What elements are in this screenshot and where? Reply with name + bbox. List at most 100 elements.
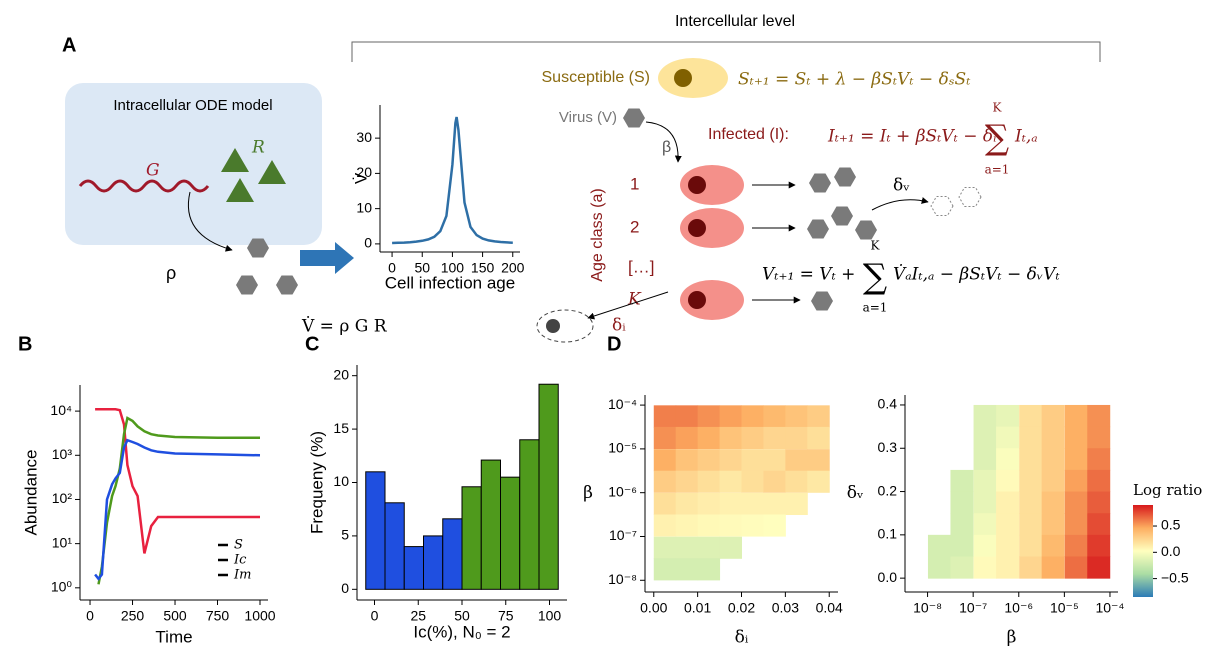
legend-label: S — [234, 538, 243, 553]
heat-cell — [741, 470, 764, 493]
y-tick-label: 10⁻⁷ — [609, 527, 637, 543]
infected-label: Infected (I): — [708, 126, 789, 143]
y-axis-label: V̇ — [351, 172, 370, 184]
x-tick-label: 0.03 — [772, 600, 799, 616]
y-tick-label: 10⁻⁸ — [608, 571, 637, 587]
heat-cell — [996, 556, 1020, 579]
heat-cell — [807, 426, 830, 450]
heat-cell — [1064, 513, 1088, 536]
heat-cell — [675, 558, 699, 581]
sum: ∑ — [863, 257, 887, 297]
heat-cell — [653, 426, 677, 450]
y-tick-label: 0 — [341, 580, 349, 596]
heat-cell — [675, 405, 699, 428]
x-tick-label: 10⁻⁷ — [959, 600, 987, 616]
heat-cell — [973, 448, 997, 471]
heat-cell — [675, 514, 699, 537]
y-tick-label: 0.3 — [878, 439, 898, 455]
heat-cell — [1087, 448, 1111, 471]
heat-cell — [1087, 534, 1111, 557]
y-axis-label: β — [583, 483, 593, 503]
susceptible-label: Susceptible (S) — [542, 69, 651, 86]
sum-upper: K — [871, 239, 881, 253]
x-tick-label: 0 — [388, 260, 396, 276]
heat-cell — [653, 405, 677, 428]
y-tick-label: 10⁴ — [50, 402, 72, 418]
line — [97, 416, 260, 585]
y-tick-label: 10⁰ — [51, 579, 73, 595]
heat-cell — [697, 405, 721, 428]
heat-cell — [950, 513, 974, 536]
heat-cell — [741, 449, 764, 472]
x-tick-label: 750 — [206, 608, 230, 624]
heat-cell — [950, 491, 974, 514]
chart: 0 250 500 750 1000 10⁰ 10¹ 10² 10³ 10⁴ Time Abundan… — [18, 333, 276, 646]
bar — [442, 518, 463, 590]
y-tick-label: 0.2 — [878, 482, 898, 498]
gene — [78, 179, 210, 193]
heat-cell — [719, 492, 742, 516]
heat-cell — [763, 492, 786, 516]
x-tick-label: 150 — [471, 260, 495, 276]
heat-cell — [675, 426, 699, 450]
heat-cell — [653, 514, 677, 537]
y-tick-label: 0 — [364, 235, 372, 251]
x-tick-label: 250 — [121, 608, 145, 624]
x-tick-label: 10⁻⁸ — [913, 600, 942, 616]
heat-cell — [950, 534, 974, 557]
heat-cell — [996, 448, 1020, 471]
bracket — [351, 41, 1101, 62]
sum-term: Iₜ,ₐ — [1014, 127, 1038, 147]
rna — [221, 148, 286, 202]
age-class-label: Age class (a) — [589, 188, 606, 281]
line — [392, 116, 513, 245]
x-tick-label: 25 — [410, 608, 426, 624]
x-tick-label: 100 — [441, 260, 465, 276]
panel-label: C — [305, 333, 319, 355]
bar — [519, 439, 540, 590]
infected-cells — [680, 165, 744, 320]
heat-cell — [719, 426, 742, 450]
heat-cell — [996, 513, 1020, 536]
heat-cell — [1064, 448, 1088, 471]
bar — [461, 486, 482, 590]
heat-cell — [653, 558, 677, 581]
sum-lower: a=1 — [863, 301, 888, 315]
heat-cell — [1041, 426, 1065, 449]
heat-cell — [653, 470, 677, 493]
bar — [403, 546, 424, 590]
heat-cell — [1087, 469, 1111, 493]
heat-cell — [1087, 513, 1111, 536]
heat-cell — [697, 514, 721, 537]
x-tick-label: 0.00 — [640, 600, 667, 616]
big-arrow — [300, 242, 354, 274]
heat-cell — [763, 449, 786, 472]
y-tick-label: 10⁻⁶ — [608, 483, 637, 499]
heat-cell — [1041, 513, 1065, 536]
age: K — [627, 290, 642, 310]
y-tick-label: 10⁻⁴ — [608, 396, 637, 412]
colorbar-tick-label: 0.5 — [1161, 517, 1181, 533]
bar — [365, 471, 386, 590]
heat-cell — [697, 558, 721, 581]
heat-cell — [675, 449, 699, 472]
heat-cell — [807, 449, 830, 472]
y-axis-label: δᵥ — [847, 483, 864, 503]
line — [94, 438, 261, 581]
chart: 0.00 0.01 0.02 0.03 0.04 10⁻⁸ 10⁻⁷ 10⁻⁶ 10⁻⁵ 10⁻⁴… — [583, 333, 843, 647]
heat-cell — [1019, 491, 1043, 514]
legend-label: Ic — [233, 553, 247, 568]
colorbar-label: Log ratio — [1133, 481, 1202, 499]
heat-cell — [785, 405, 808, 428]
y-tick-label: 20 — [333, 366, 349, 382]
heat-cell — [741, 492, 764, 516]
x-tick-label: 0.01 — [684, 600, 711, 616]
heat-cell — [1041, 469, 1065, 493]
s-equation: Sₜ₊₁ = Sₜ + λ − βSₜVₜ − δₛSₜ — [738, 70, 971, 90]
colorbar-tick-label: 0.0 — [1161, 543, 1181, 559]
heat-cell — [1019, 534, 1043, 557]
heat-cell — [927, 534, 951, 557]
bar — [500, 476, 521, 590]
heat-cell — [1064, 404, 1088, 428]
heat-cell — [653, 536, 677, 559]
